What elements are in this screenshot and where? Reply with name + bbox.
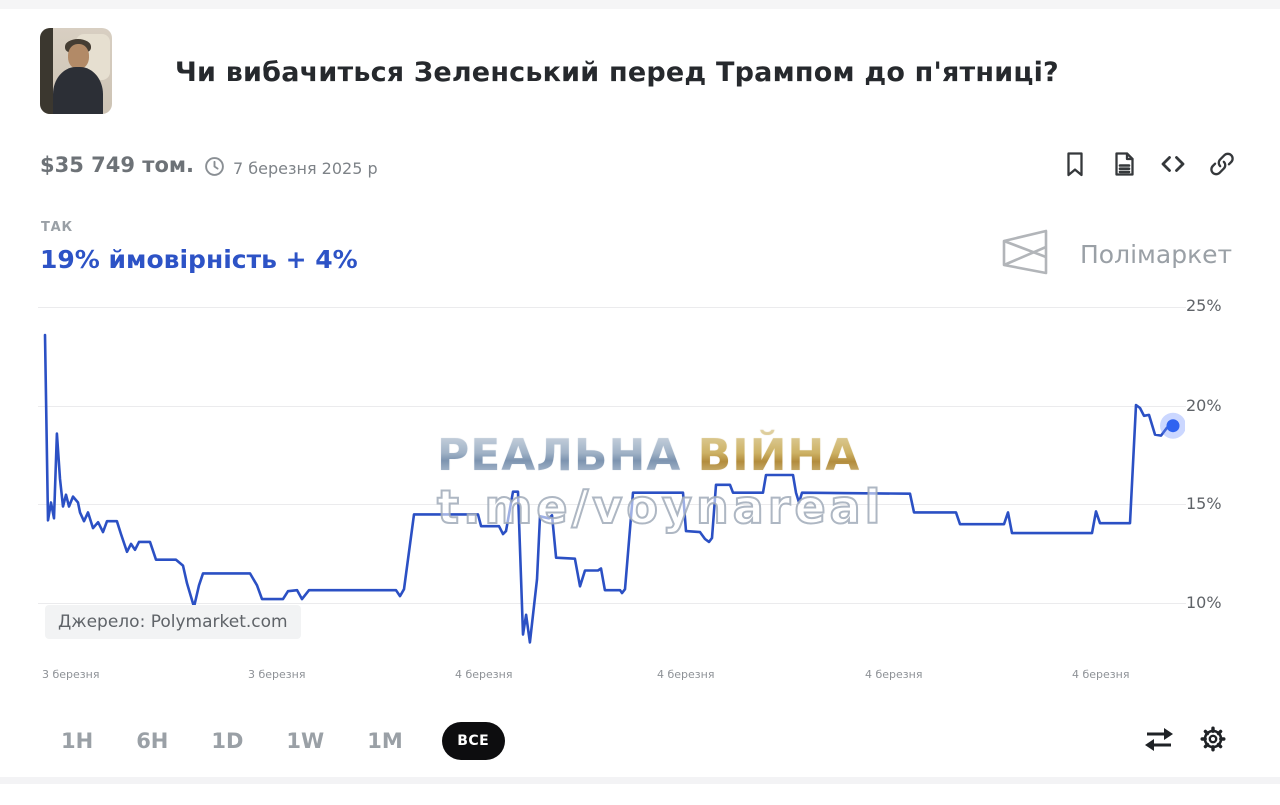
x-axis-tick: 3 березня (42, 668, 100, 681)
probability-value: 19% ймовірність + 4% (40, 245, 358, 274)
time-range-selector: 1H 6H 1D 1W 1M ВСЕ (57, 722, 505, 760)
gridline-20 (38, 406, 1186, 407)
photo-bottom-edge (0, 777, 1280, 784)
market-avatar (40, 28, 112, 114)
x-axis-tick: 4 березня (1072, 668, 1130, 681)
avatar-face (68, 44, 89, 69)
settings-gear-icon (1196, 722, 1230, 760)
x-axis-tick: 4 березня (657, 668, 715, 681)
date-row: 7 березня 2025 р (204, 156, 378, 181)
source-badge: Джерело: Polymarket.com (45, 605, 301, 639)
swap-arrows-icon (1143, 725, 1175, 757)
clock-icon (204, 156, 225, 181)
endpoint-dot (1166, 419, 1180, 433)
x-axis-tick: 4 березня (865, 668, 923, 681)
embed-button[interactable] (1158, 151, 1188, 181)
article-button[interactable] (1109, 151, 1139, 181)
range-1d-button[interactable]: 1D (211, 729, 244, 753)
share-link-button[interactable] (1207, 151, 1237, 181)
y-axis-tick: 20% (1186, 396, 1222, 415)
gridline-25 (38, 307, 1186, 308)
price-chart[interactable] (40, 290, 1185, 660)
range-6h-button[interactable]: 6H (136, 729, 169, 753)
volume-label: $35 749 том. (40, 153, 195, 177)
polymarket-logo-icon (1000, 226, 1050, 282)
settings-button[interactable] (1194, 722, 1232, 760)
price-line (43, 333, 1175, 644)
article-icon (1110, 150, 1138, 182)
x-axis-tick: 4 березня (455, 668, 513, 681)
chart-footer-tools (1140, 722, 1232, 760)
swap-view-button[interactable] (1140, 722, 1178, 760)
x-axis-tick: 3 березня (248, 668, 306, 681)
gridline-10 (38, 603, 1186, 604)
bookmark-button[interactable] (1060, 151, 1090, 181)
range-all-button[interactable]: ВСЕ (441, 722, 505, 760)
y-axis-tick: 10% (1186, 593, 1222, 612)
bookmark-icon (1061, 150, 1089, 182)
brand: Полімаркет (1000, 226, 1232, 282)
toolbar (1060, 151, 1237, 181)
brand-name: Полімаркет (1080, 239, 1233, 269)
embed-code-icon (1159, 150, 1187, 182)
photo-top-edge (0, 0, 1280, 9)
range-1w-button[interactable]: 1W (286, 729, 325, 753)
gridline-15 (38, 504, 1186, 505)
y-axis-tick: 15% (1186, 494, 1222, 513)
outcome-yes-label: ТАК (41, 220, 73, 235)
date-label: 7 березня 2025 р (233, 159, 378, 178)
link-icon (1208, 150, 1236, 182)
range-1m-button[interactable]: 1M (367, 729, 403, 753)
y-axis-tick: 25% (1186, 296, 1222, 315)
avatar-background (40, 28, 53, 114)
market-title: Чи вибачиться Зеленський перед Трампом д… (175, 57, 1059, 88)
avatar-torso (53, 67, 103, 114)
range-1h-button[interactable]: 1H (61, 729, 94, 753)
